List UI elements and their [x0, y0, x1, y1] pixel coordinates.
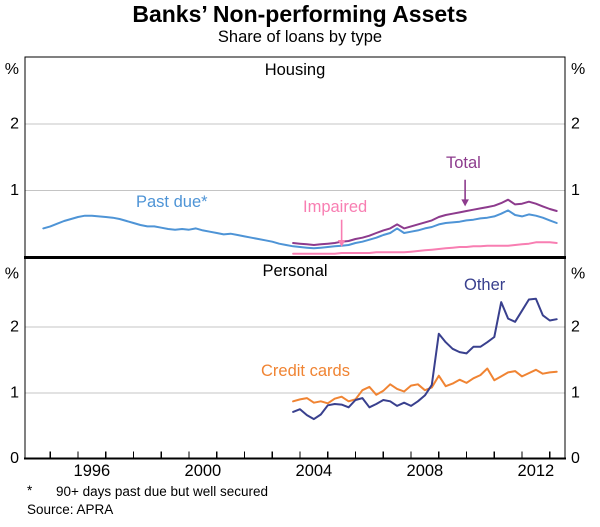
svg-text:1: 1: [571, 384, 580, 401]
panel-label-housing: Housing: [264, 61, 326, 79]
svg-text:%: %: [5, 61, 19, 78]
footnote-marker: *: [27, 483, 33, 498]
svg-text:2000: 2000: [185, 462, 222, 480]
svg-text:2: 2: [571, 319, 580, 336]
source-line: Source: APRA: [27, 502, 114, 517]
svg-text:2: 2: [10, 115, 19, 132]
panel-label-personal: Personal: [262, 262, 328, 280]
svg-text:%: %: [5, 265, 19, 282]
svg-text:2: 2: [10, 319, 19, 336]
chart-title: Banks’ Non-performing Assets: [132, 1, 468, 27]
svg-text:2: 2: [571, 115, 580, 132]
series-label-credit-cards: Credit cards: [261, 362, 350, 380]
svg-text:0: 0: [10, 450, 19, 467]
svg-text:%: %: [571, 61, 585, 78]
svg-text:1: 1: [571, 182, 580, 199]
svg-text:1996: 1996: [74, 462, 111, 480]
footnote-text: 90+ days past due but well secured: [56, 484, 269, 499]
svg-text:2012: 2012: [518, 462, 555, 480]
svg-text:2008: 2008: [407, 462, 444, 480]
svg-text:1: 1: [10, 182, 19, 199]
svg-text:1: 1: [10, 384, 19, 401]
svg-text:0: 0: [571, 450, 580, 467]
series-label-total: Total: [446, 154, 481, 172]
chart-subtitle: Share of loans by type: [217, 28, 383, 46]
series-label-impaired: Impaired: [303, 198, 368, 216]
series-label-past-due: Past due*: [136, 193, 208, 211]
svg-text:%: %: [571, 265, 585, 282]
series-label-other: Other: [464, 276, 506, 294]
svg-text:2004: 2004: [296, 462, 333, 480]
